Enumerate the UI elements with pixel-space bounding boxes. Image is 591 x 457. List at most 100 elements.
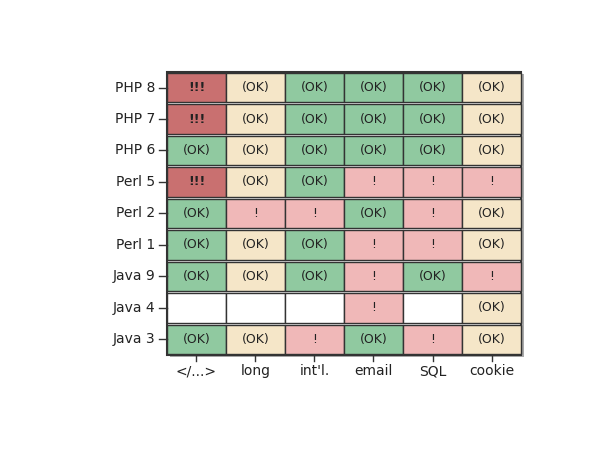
Text: !: ! [312,207,317,220]
Bar [167,73,226,102]
Text: PHP 6: PHP 6 [115,143,155,158]
Bar [344,262,403,291]
Text: (OK): (OK) [183,270,210,283]
Bar [167,199,226,228]
Bar [344,325,403,354]
Text: (OK): (OK) [242,175,269,188]
Text: !: ! [253,207,258,220]
Text: !: ! [430,207,435,220]
Bar [285,73,344,102]
Bar [403,230,462,260]
Bar [285,262,344,291]
Text: (OK): (OK) [418,112,446,126]
Text: !: ! [489,270,494,283]
Bar [462,262,521,291]
Bar [344,230,403,260]
Bar [226,262,285,291]
Bar [462,104,521,134]
Bar [226,136,285,165]
Text: !: ! [430,239,435,251]
Text: (OK): (OK) [478,239,505,251]
Bar [403,167,462,197]
Text: (OK): (OK) [418,81,446,94]
Text: (OK): (OK) [242,239,269,251]
Text: (OK): (OK) [359,207,387,220]
Text: long: long [241,364,271,378]
Bar [344,136,403,165]
Bar [403,199,462,228]
Bar [285,136,344,165]
Text: (OK): (OK) [359,81,387,94]
Bar [344,199,403,228]
Text: </...>: </...> [176,364,217,378]
Text: (OK): (OK) [478,302,505,314]
Text: !: ! [430,333,435,346]
Text: PHP 7: PHP 7 [115,112,155,126]
Bar [403,136,462,165]
Text: !: ! [371,175,376,188]
Bar [167,293,226,323]
Bar [462,73,521,102]
Bar [226,293,285,323]
Text: (OK): (OK) [301,81,329,94]
Text: (OK): (OK) [183,333,210,346]
Text: (OK): (OK) [418,144,446,157]
Bar [226,325,285,354]
Text: (OK): (OK) [242,333,269,346]
Text: cookie: cookie [469,364,514,378]
Text: (OK): (OK) [478,112,505,126]
Bar [167,262,226,291]
Text: (OK): (OK) [242,112,269,126]
Bar [403,262,462,291]
Text: (OK): (OK) [301,175,329,188]
Text: (OK): (OK) [183,239,210,251]
Text: !: ! [371,302,376,314]
Text: (OK): (OK) [183,144,210,157]
Text: (OK): (OK) [301,112,329,126]
Text: int'l.: int'l. [299,364,330,378]
Text: (OK): (OK) [242,144,269,157]
Bar [462,293,521,323]
Text: (OK): (OK) [301,270,329,283]
Text: (OK): (OK) [301,239,329,251]
Bar [285,230,344,260]
Bar [285,325,344,354]
Text: !: ! [371,270,376,283]
Bar [344,293,403,323]
Bar [167,136,226,165]
Bar [226,199,285,228]
Bar [167,230,226,260]
Text: !: ! [312,333,317,346]
Bar [226,167,285,197]
Text: (OK): (OK) [478,333,505,346]
Text: PHP 8: PHP 8 [115,80,155,95]
Bar [462,325,521,354]
Text: !: ! [489,175,494,188]
Bar [344,104,403,134]
Text: (OK): (OK) [478,144,505,157]
Text: email: email [354,364,392,378]
Text: Perl 5: Perl 5 [116,175,155,189]
Text: (OK): (OK) [183,207,210,220]
Bar [226,73,285,102]
Text: Java 9: Java 9 [112,270,155,283]
Text: Perl 2: Perl 2 [116,207,155,220]
Bar [462,230,521,260]
Bar [403,73,462,102]
Text: (OK): (OK) [418,270,446,283]
Bar [167,167,226,197]
Text: (OK): (OK) [242,270,269,283]
Text: Java 3: Java 3 [112,332,155,346]
Bar [403,325,462,354]
Text: (OK): (OK) [359,333,387,346]
Bar [285,104,344,134]
Bar [462,199,521,228]
Bar [344,167,403,197]
Text: Java 4: Java 4 [112,301,155,315]
Bar [167,72,521,355]
Text: (OK): (OK) [478,207,505,220]
Text: (OK): (OK) [359,144,387,157]
Bar [170,74,524,357]
Bar [285,293,344,323]
Text: (OK): (OK) [242,81,269,94]
